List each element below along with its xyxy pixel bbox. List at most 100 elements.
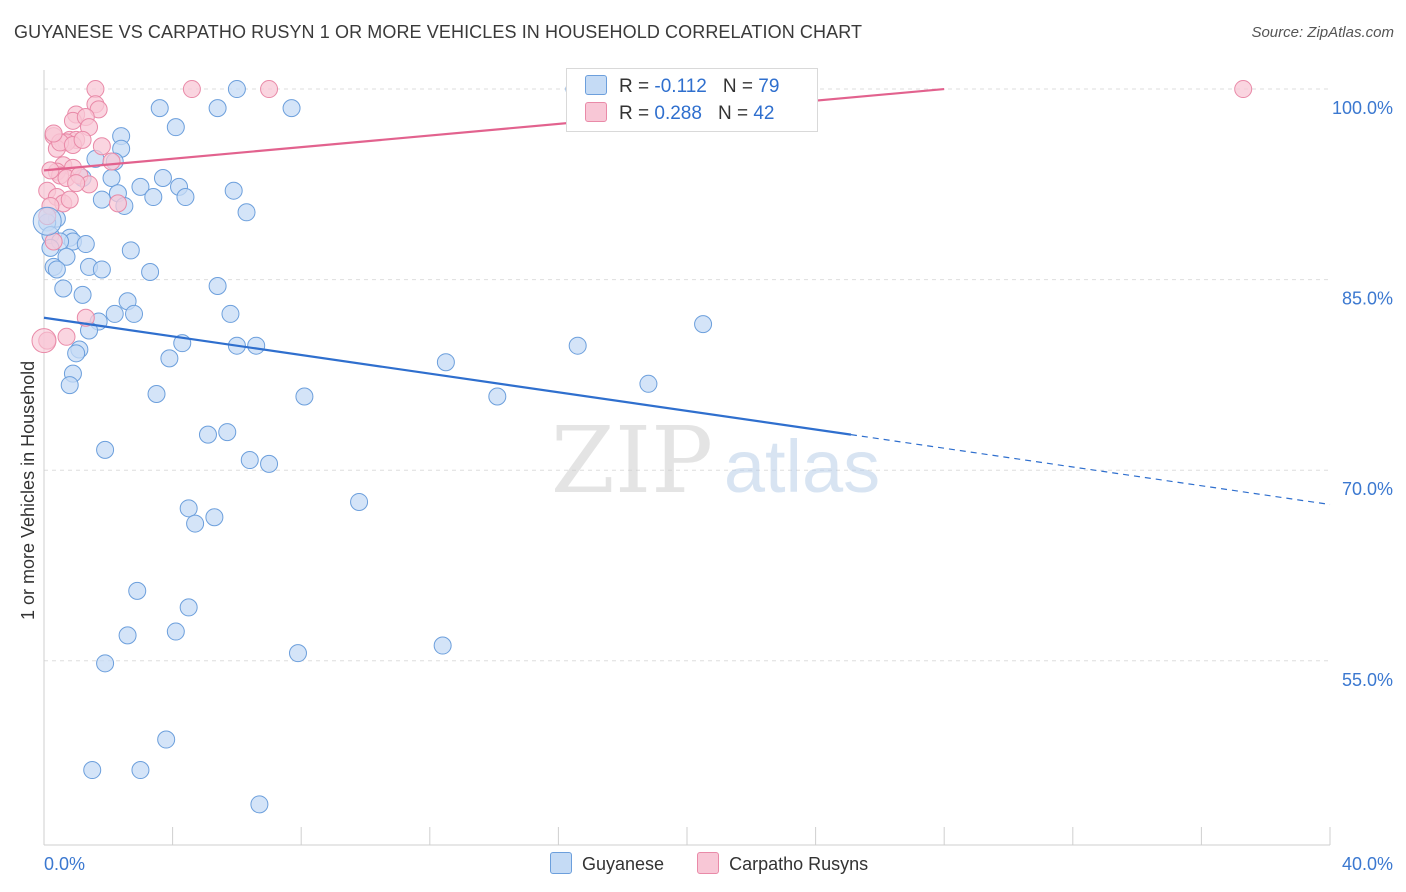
legend-r-value: -0.112 — [654, 76, 707, 97]
point-guyanese — [694, 315, 713, 334]
point-guyanese — [57, 247, 76, 266]
point-carpatho — [108, 194, 127, 213]
point-guyanese — [150, 99, 169, 118]
point-carpatho — [76, 308, 95, 327]
legend-label-carpatho: Carpatho Rusyns — [729, 854, 869, 874]
point-guyanese — [102, 168, 121, 187]
point-carpatho — [73, 130, 92, 149]
x-tick-label: 0.0% — [44, 854, 85, 874]
legend-swatch-carpatho — [697, 852, 720, 874]
point-guyanese — [96, 654, 115, 673]
point-guyanese — [250, 795, 269, 814]
point-guyanese — [247, 336, 266, 355]
point-guyanese — [568, 336, 587, 355]
point-carpatho — [92, 137, 111, 156]
legend-item-guyanese[interactable]: Guyanese — [550, 852, 664, 875]
point-guyanese — [166, 118, 185, 137]
legend-n-value: 79 — [758, 76, 780, 97]
point-guyanese — [260, 454, 279, 473]
legend-swatch-guyanese — [550, 852, 572, 874]
point-guyanese — [488, 387, 507, 406]
point-guyanese — [32, 206, 62, 236]
point-guyanese — [179, 499, 198, 518]
point-guyanese — [125, 304, 144, 323]
point-guyanese — [60, 376, 79, 395]
point-carpatho — [31, 328, 57, 354]
tick-labels: 100.0% 85.0% 70.0% 55.0% 0.0% 40.0% — [44, 98, 1393, 874]
point-guyanese — [436, 353, 455, 372]
point-guyanese — [147, 384, 166, 403]
point-guyanese — [92, 260, 111, 279]
point-guyanese — [218, 423, 237, 442]
point-guyanese — [131, 761, 150, 780]
point-guyanese — [208, 99, 227, 118]
point-guyanese — [131, 177, 150, 196]
point-guyanese — [166, 622, 185, 641]
point-carpatho — [102, 152, 121, 171]
point-guyanese — [92, 190, 111, 209]
point-guyanese — [350, 492, 369, 511]
point-guyanese — [157, 730, 176, 749]
point-guyanese — [198, 425, 217, 444]
point-guyanese — [76, 235, 95, 254]
legend-r-label: R = — [619, 103, 650, 124]
point-guyanese — [73, 285, 92, 304]
point-guyanese — [83, 761, 102, 780]
stats-legend: R = -0.112 N = 79 R = 0.288 N = 42 — [566, 68, 818, 132]
point-guyanese — [208, 276, 227, 295]
point-guyanese — [288, 644, 307, 663]
watermark-zip: ZIP — [551, 407, 713, 514]
y-tick-label: 85.0% — [1342, 289, 1393, 309]
point-guyanese — [433, 636, 452, 655]
trend-line-dashed-guyanese — [850, 434, 1331, 506]
legend-n-label: N = — [722, 76, 753, 97]
legend-r-value: 0.288 — [654, 103, 702, 124]
series-legend: Guyanese Carpatho Rusyns — [550, 852, 896, 875]
point-guyanese — [282, 99, 301, 118]
point-guyanese — [176, 188, 195, 207]
y-tick-label: 70.0% — [1342, 479, 1393, 499]
watermark-atlas: atlas — [724, 425, 880, 508]
point-carpatho — [60, 190, 79, 209]
point-guyanese — [54, 279, 73, 298]
point-guyanese — [47, 260, 66, 279]
x-tick-label: 40.0% — [1342, 854, 1393, 874]
point-guyanese — [160, 349, 179, 368]
point-guyanese — [639, 374, 658, 393]
y-axis-title: 1 or more Vehicles in Household — [18, 360, 38, 620]
point-carpatho — [44, 124, 63, 143]
point-guyanese — [144, 188, 163, 207]
y-tick-label: 55.0% — [1342, 670, 1393, 690]
legend-swatch-guyanese — [585, 75, 607, 95]
point-guyanese — [121, 241, 140, 260]
point-guyanese — [224, 181, 243, 200]
point-guyanese — [179, 598, 198, 617]
chart-title: GUYANESE VS CARPATHO RUSYN 1 OR MORE VEH… — [14, 22, 863, 42]
trend-line-guyanese — [43, 316, 852, 436]
points-layer — [31, 80, 1253, 814]
point-carpatho — [57, 327, 76, 346]
legend-r-label: R = — [619, 76, 650, 97]
point-guyanese — [205, 508, 224, 527]
legend-n-value: 42 — [753, 103, 775, 124]
point-carpatho — [1234, 80, 1253, 99]
point-carpatho — [86, 80, 105, 99]
chart-source: Source: ZipAtlas.com — [1251, 24, 1394, 41]
legend-item-carpatho[interactable]: Carpatho Rusyns — [697, 852, 868, 875]
point-guyanese — [221, 304, 240, 323]
legend-swatch-carpatho — [585, 102, 607, 122]
legend-label-guyanese: Guyanese — [582, 854, 665, 874]
point-guyanese — [186, 514, 205, 533]
point-guyanese — [295, 387, 314, 406]
point-guyanese — [67, 344, 86, 363]
point-guyanese — [141, 263, 160, 282]
point-guyanese — [240, 451, 259, 470]
point-guyanese — [153, 168, 172, 187]
legend-row-guyanese: R = -0.112 N = 79 — [585, 75, 779, 99]
point-guyanese — [128, 581, 147, 600]
grid-lines — [44, 88, 1330, 662]
point-guyanese — [96, 440, 115, 459]
point-guyanese — [227, 80, 246, 99]
y-tick-label: 100.0% — [1332, 98, 1393, 118]
